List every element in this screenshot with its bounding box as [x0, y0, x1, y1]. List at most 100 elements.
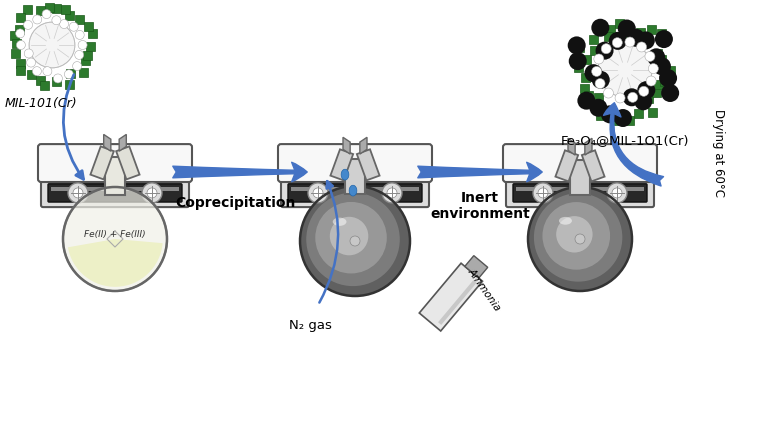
Circle shape: [634, 93, 652, 111]
FancyBboxPatch shape: [570, 161, 590, 196]
Circle shape: [647, 49, 665, 67]
Circle shape: [68, 184, 88, 203]
Circle shape: [329, 217, 369, 256]
Circle shape: [592, 72, 610, 89]
Bar: [636, 29, 644, 38]
Bar: [661, 36, 670, 45]
Bar: [624, 116, 634, 125]
Polygon shape: [555, 151, 578, 182]
Circle shape: [33, 16, 41, 25]
Circle shape: [73, 62, 81, 71]
Ellipse shape: [559, 218, 572, 225]
FancyBboxPatch shape: [281, 175, 429, 208]
Polygon shape: [104, 135, 111, 152]
Bar: [61, 6, 70, 15]
Bar: [652, 89, 660, 98]
Circle shape: [604, 89, 614, 99]
Bar: [83, 52, 92, 61]
Circle shape: [568, 37, 586, 55]
Circle shape: [382, 184, 402, 203]
Bar: [591, 47, 599, 56]
Bar: [15, 26, 25, 35]
Circle shape: [147, 188, 157, 199]
Bar: [647, 25, 656, 34]
FancyBboxPatch shape: [278, 145, 432, 183]
Bar: [35, 7, 45, 16]
Bar: [657, 30, 666, 39]
Polygon shape: [91, 147, 114, 180]
Circle shape: [637, 43, 647, 53]
Bar: [16, 60, 25, 69]
Circle shape: [15, 30, 25, 39]
Circle shape: [575, 234, 585, 244]
Circle shape: [54, 75, 62, 84]
FancyBboxPatch shape: [288, 184, 422, 203]
Circle shape: [52, 17, 61, 26]
Circle shape: [655, 31, 673, 49]
Polygon shape: [582, 151, 604, 182]
Bar: [582, 56, 591, 65]
Bar: [595, 111, 604, 120]
Circle shape: [60, 21, 68, 30]
FancyBboxPatch shape: [345, 160, 365, 194]
Circle shape: [73, 188, 83, 199]
FancyBboxPatch shape: [38, 145, 192, 183]
Circle shape: [63, 187, 167, 291]
Bar: [648, 109, 657, 118]
Bar: [584, 92, 593, 101]
Bar: [52, 5, 61, 14]
FancyBboxPatch shape: [503, 145, 657, 183]
Circle shape: [578, 92, 595, 111]
Circle shape: [78, 41, 87, 50]
Text: Drying at 60°C: Drying at 60°C: [712, 109, 725, 197]
Circle shape: [595, 43, 614, 61]
Circle shape: [615, 94, 625, 104]
Circle shape: [609, 33, 627, 51]
Text: Fe(II) + Fe(III): Fe(II) + Fe(III): [84, 230, 146, 239]
Bar: [36, 77, 45, 86]
Bar: [86, 43, 95, 52]
Bar: [65, 81, 74, 90]
Text: Coprecipitation: Coprecipitation: [175, 196, 295, 209]
Polygon shape: [465, 256, 488, 278]
Circle shape: [25, 50, 33, 59]
Circle shape: [24, 22, 32, 31]
Circle shape: [387, 188, 397, 199]
Circle shape: [528, 187, 632, 291]
Polygon shape: [341, 170, 349, 181]
Polygon shape: [349, 186, 357, 197]
Circle shape: [612, 188, 622, 199]
Circle shape: [308, 184, 328, 203]
Bar: [12, 40, 22, 49]
Bar: [634, 109, 643, 118]
Circle shape: [607, 184, 627, 203]
Circle shape: [534, 194, 622, 282]
Circle shape: [625, 38, 635, 48]
FancyBboxPatch shape: [291, 187, 419, 191]
Text: MIL-101(Cr): MIL-101(Cr): [5, 96, 78, 109]
Circle shape: [27, 59, 35, 68]
Circle shape: [598, 44, 652, 98]
Bar: [15, 15, 25, 23]
Bar: [589, 36, 598, 45]
Bar: [614, 117, 623, 126]
Bar: [581, 84, 589, 93]
Bar: [23, 6, 32, 15]
Circle shape: [584, 65, 602, 83]
Circle shape: [637, 32, 655, 50]
Circle shape: [614, 110, 632, 128]
Circle shape: [42, 11, 51, 19]
Circle shape: [595, 80, 605, 89]
Polygon shape: [585, 139, 592, 156]
Circle shape: [591, 20, 609, 38]
Polygon shape: [330, 150, 353, 181]
FancyBboxPatch shape: [506, 175, 654, 208]
FancyBboxPatch shape: [48, 184, 182, 203]
Circle shape: [350, 237, 360, 246]
Bar: [603, 111, 612, 120]
Bar: [574, 64, 583, 73]
Bar: [84, 23, 92, 32]
Bar: [52, 78, 61, 87]
FancyBboxPatch shape: [41, 175, 189, 208]
Circle shape: [627, 30, 645, 48]
